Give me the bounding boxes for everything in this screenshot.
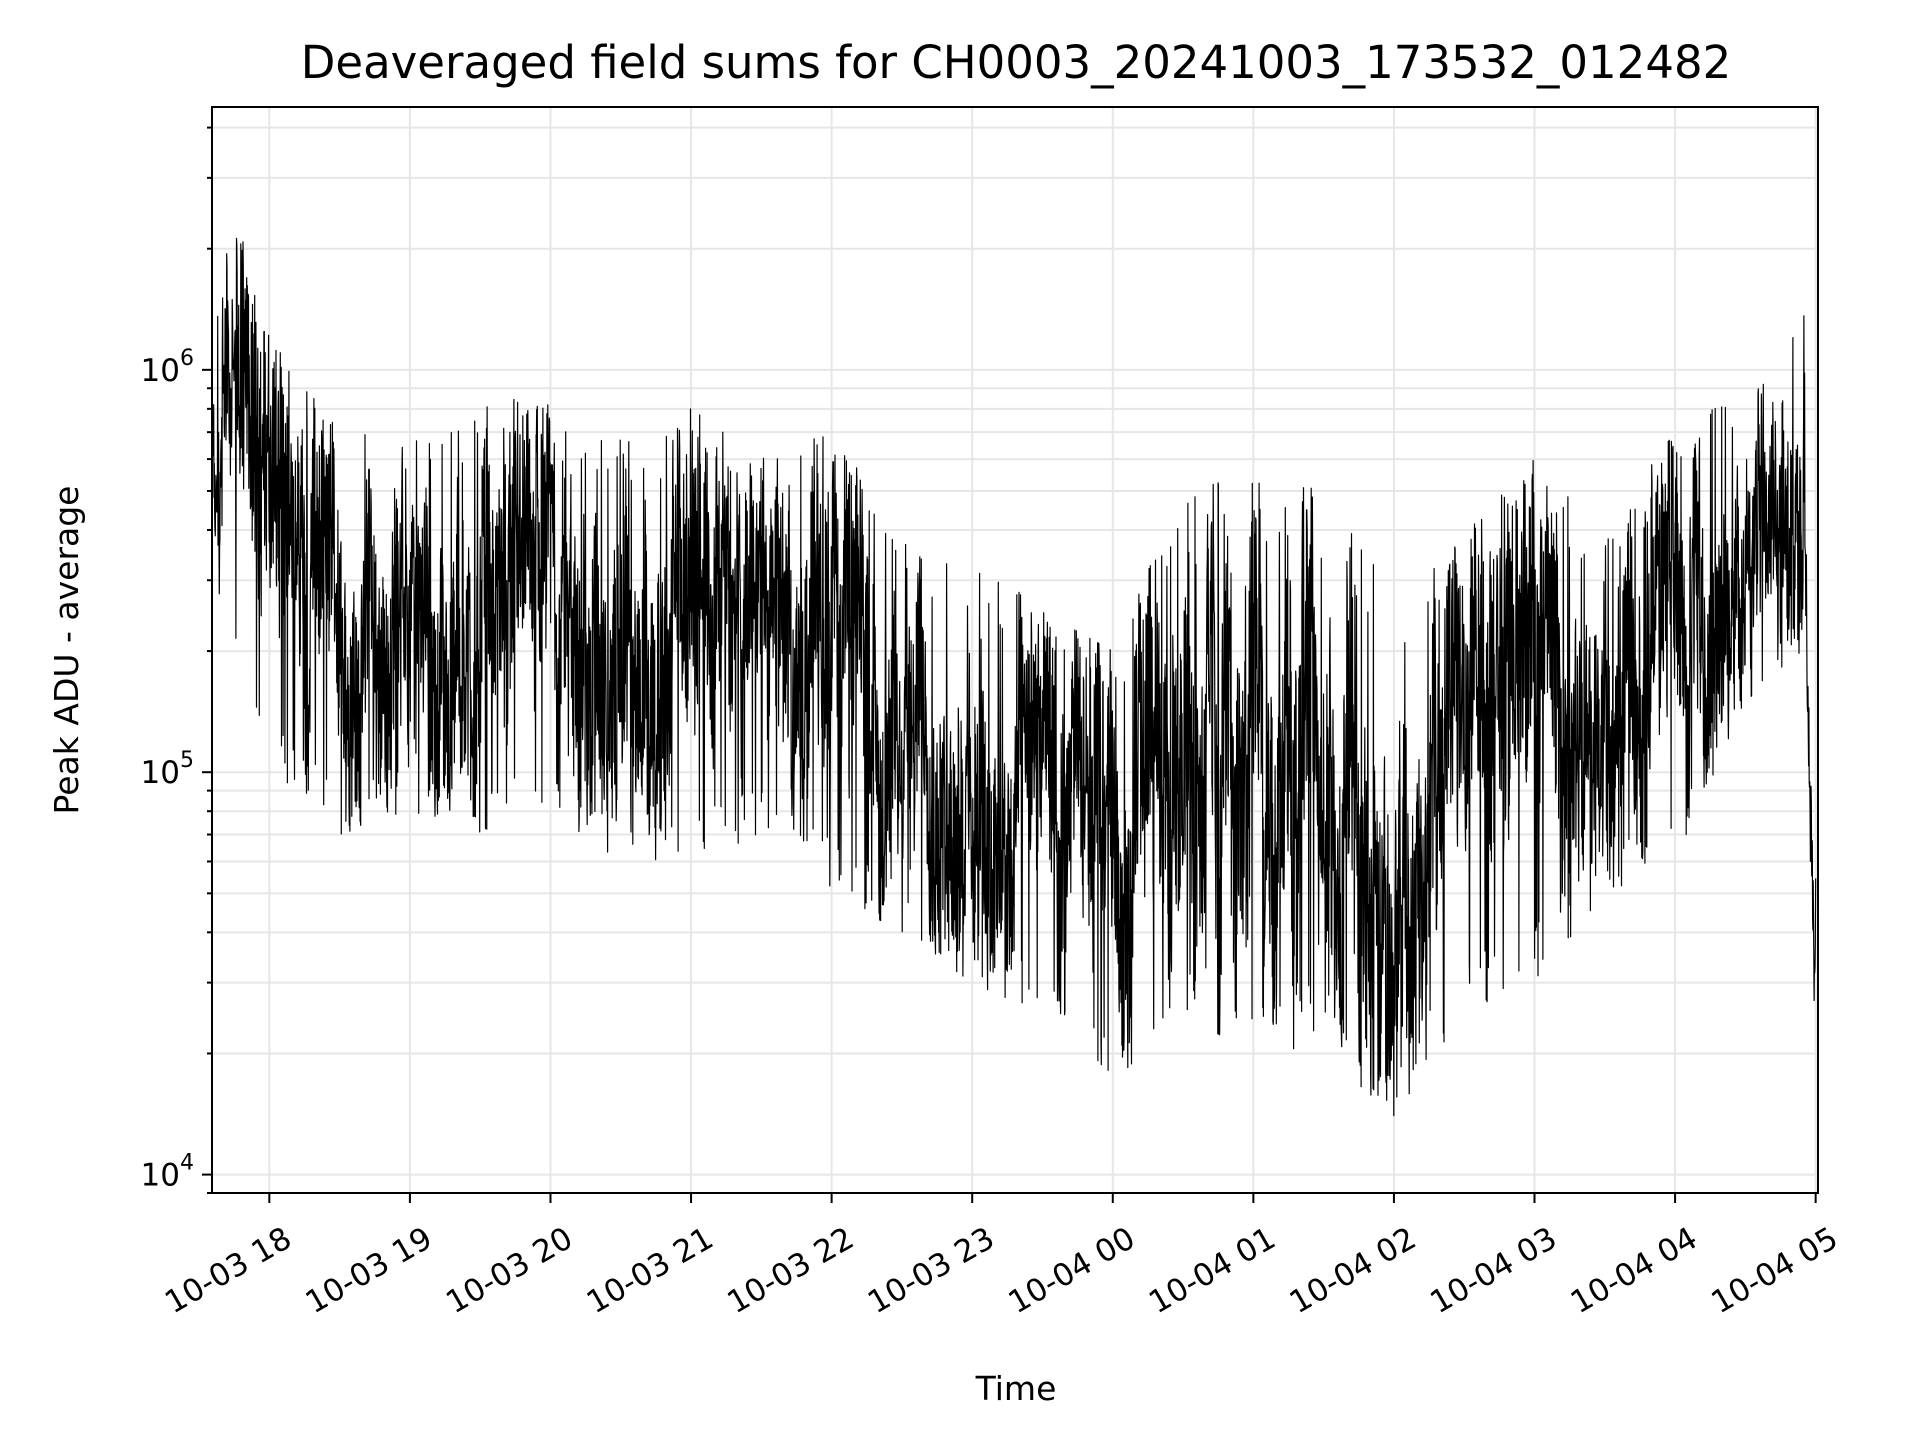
plot-frame [211, 106, 1819, 1194]
x-axis-label: Time [975, 1369, 1057, 1408]
y-axis-ticks: 104 105 106 [141, 126, 212, 1194]
y-tick-label: 106 [141, 346, 194, 389]
y-tick-label: 104 [141, 1151, 194, 1194]
series-line [212, 237, 1817, 1117]
chart-title: Deaveraged field sums for CH0003_2024100… [301, 36, 1731, 89]
y-tick-label: 105 [141, 748, 194, 791]
data-series [212, 237, 1817, 1117]
y-axis-label: Peak ADU - average [47, 486, 86, 815]
